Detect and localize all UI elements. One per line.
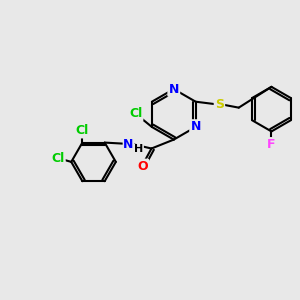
Text: N: N	[190, 121, 201, 134]
Text: H: H	[134, 144, 143, 154]
Text: O: O	[137, 160, 148, 173]
Text: N: N	[123, 138, 134, 151]
Text: S: S	[215, 98, 224, 111]
Text: N: N	[169, 82, 179, 96]
Text: Cl: Cl	[129, 107, 142, 120]
Text: Cl: Cl	[51, 152, 64, 165]
Text: F: F	[267, 138, 276, 151]
Text: Cl: Cl	[76, 124, 89, 137]
